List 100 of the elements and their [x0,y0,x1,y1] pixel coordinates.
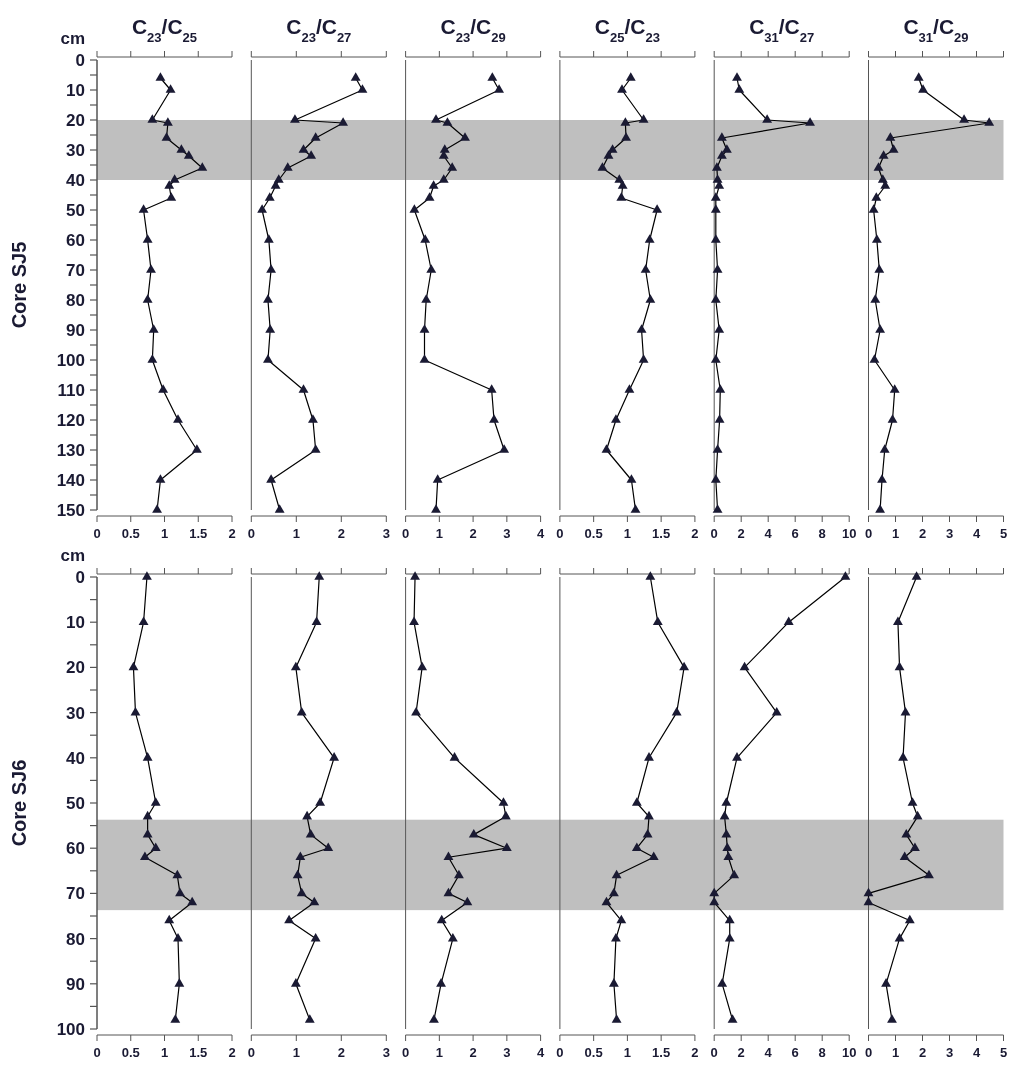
point [762,114,773,123]
x-tick-label: 2 [737,526,745,541]
point [601,896,612,906]
point [924,869,934,879]
point [868,204,879,213]
point [607,144,618,153]
point [716,150,727,159]
x-tick-label: 0 [864,526,873,541]
x-tick-label: 2 [228,526,236,541]
point [130,706,141,716]
x-tick-label: 4 [536,526,545,541]
point [146,264,156,273]
point [150,842,161,852]
point [840,571,851,580]
x-tick-label: 5 [999,526,1008,541]
point [652,616,663,626]
y-tick-label: 50 [66,200,85,220]
point [138,616,149,626]
x-tick-label: 2 [691,526,699,541]
point [162,117,173,126]
point [310,444,321,453]
x-tick-label: 1 [160,1045,169,1060]
point [290,661,301,671]
point [877,474,887,483]
y-tick-label: 20 [66,110,85,130]
point [439,144,450,153]
point [719,810,730,820]
point [732,72,742,81]
point [420,234,431,243]
point [170,1014,181,1023]
x-tick-label: 0 [93,1045,101,1060]
point [732,752,742,761]
x-tick-label: 10 [841,526,857,541]
x-tick-label: 0 [401,526,410,541]
chart-title: C$_{25}$/C$_{23}$ [594,15,660,45]
point [310,132,321,141]
point [712,504,723,513]
point [282,162,293,171]
point [487,72,498,81]
point [438,174,449,183]
point [645,294,656,303]
point [442,117,453,126]
y-tick-label: 70 [66,260,85,280]
point [624,384,635,393]
y-tick-label: 80 [66,290,85,310]
point [175,887,185,897]
point [323,842,334,852]
y-axis-title: Core SJ5 [8,241,30,329]
point [877,174,888,183]
point [893,616,903,626]
x-tick-label: 4 [764,1045,773,1060]
point [164,914,175,924]
point [959,114,969,123]
point [424,192,435,201]
point [716,132,727,141]
point [771,706,782,716]
y-tick-label: 0 [75,50,85,70]
point [904,914,915,924]
point [295,851,306,861]
point [617,84,627,93]
point [306,150,317,159]
point [290,978,301,987]
x-tick-label: 4 [972,1045,981,1060]
point [429,1014,439,1023]
point [264,192,275,201]
y-tick-label: 30 [66,140,85,160]
point [652,204,663,213]
point [309,896,320,906]
x-tick-label: 2 [469,1045,477,1060]
chart-title: C$_{23}$/C$_{29}$ [440,15,506,45]
point [150,797,161,806]
point [671,706,682,716]
point [436,978,446,987]
point [645,571,656,580]
point [176,144,187,153]
point [617,180,628,189]
point [449,752,460,761]
point [805,117,815,126]
point [128,661,139,671]
point [710,294,721,303]
point [419,324,430,333]
point [881,978,891,987]
y-tick-label: 60 [66,839,85,859]
point [597,162,608,171]
point [913,72,924,81]
x-tick-label: 4 [764,526,773,541]
x-tick-label: 1 [292,526,300,541]
point [870,294,881,303]
point [417,661,428,671]
point [608,978,619,987]
point [727,1014,738,1023]
point [426,264,437,273]
point [608,887,619,897]
point [499,444,510,453]
point [885,132,896,141]
point [500,810,511,820]
x-tick-label: 4 [536,1045,545,1060]
point [489,414,499,423]
x-tick-label: 1 [160,526,169,541]
y-tick-label: 10 [66,80,85,100]
